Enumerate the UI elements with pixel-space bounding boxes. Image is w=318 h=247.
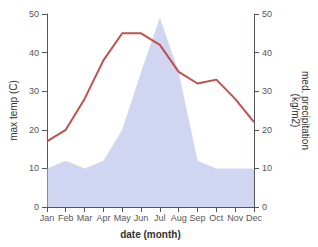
svg-text:max temp (C): max temp (C): [8, 80, 19, 141]
svg-text:30: 30: [262, 86, 272, 96]
svg-text:10: 10: [29, 163, 39, 173]
svg-text:10: 10: [262, 163, 272, 173]
svg-text:50: 50: [29, 9, 39, 19]
svg-text:Dec: Dec: [246, 213, 263, 223]
svg-text:Nov: Nov: [227, 213, 244, 223]
svg-text:med. precipitation: med. precipitation: [299, 71, 311, 150]
svg-text:40: 40: [262, 48, 272, 58]
svg-text:Jul: Jul: [154, 213, 166, 223]
svg-text:Mar: Mar: [77, 213, 93, 223]
svg-text:40: 40: [29, 48, 39, 58]
svg-text:May: May: [114, 213, 132, 223]
svg-text:0: 0: [262, 202, 267, 212]
svg-text:0: 0: [34, 202, 39, 212]
svg-text:Jan: Jan: [40, 213, 55, 223]
svg-text:Aug: Aug: [171, 213, 187, 223]
svg-text:50: 50: [262, 9, 272, 19]
svg-text:20: 20: [29, 125, 39, 135]
svg-text:Feb: Feb: [58, 213, 74, 223]
svg-text:Oct: Oct: [209, 213, 224, 223]
svg-text:30: 30: [29, 86, 39, 96]
svg-text:20: 20: [262, 125, 272, 135]
svg-text:Jun: Jun: [134, 213, 149, 223]
svg-text:(kg/m2): (kg/m2): [290, 94, 301, 128]
svg-text:Sep: Sep: [190, 213, 206, 223]
svg-text:date (month): date (month): [120, 229, 181, 240]
svg-text:Apr: Apr: [96, 213, 110, 223]
